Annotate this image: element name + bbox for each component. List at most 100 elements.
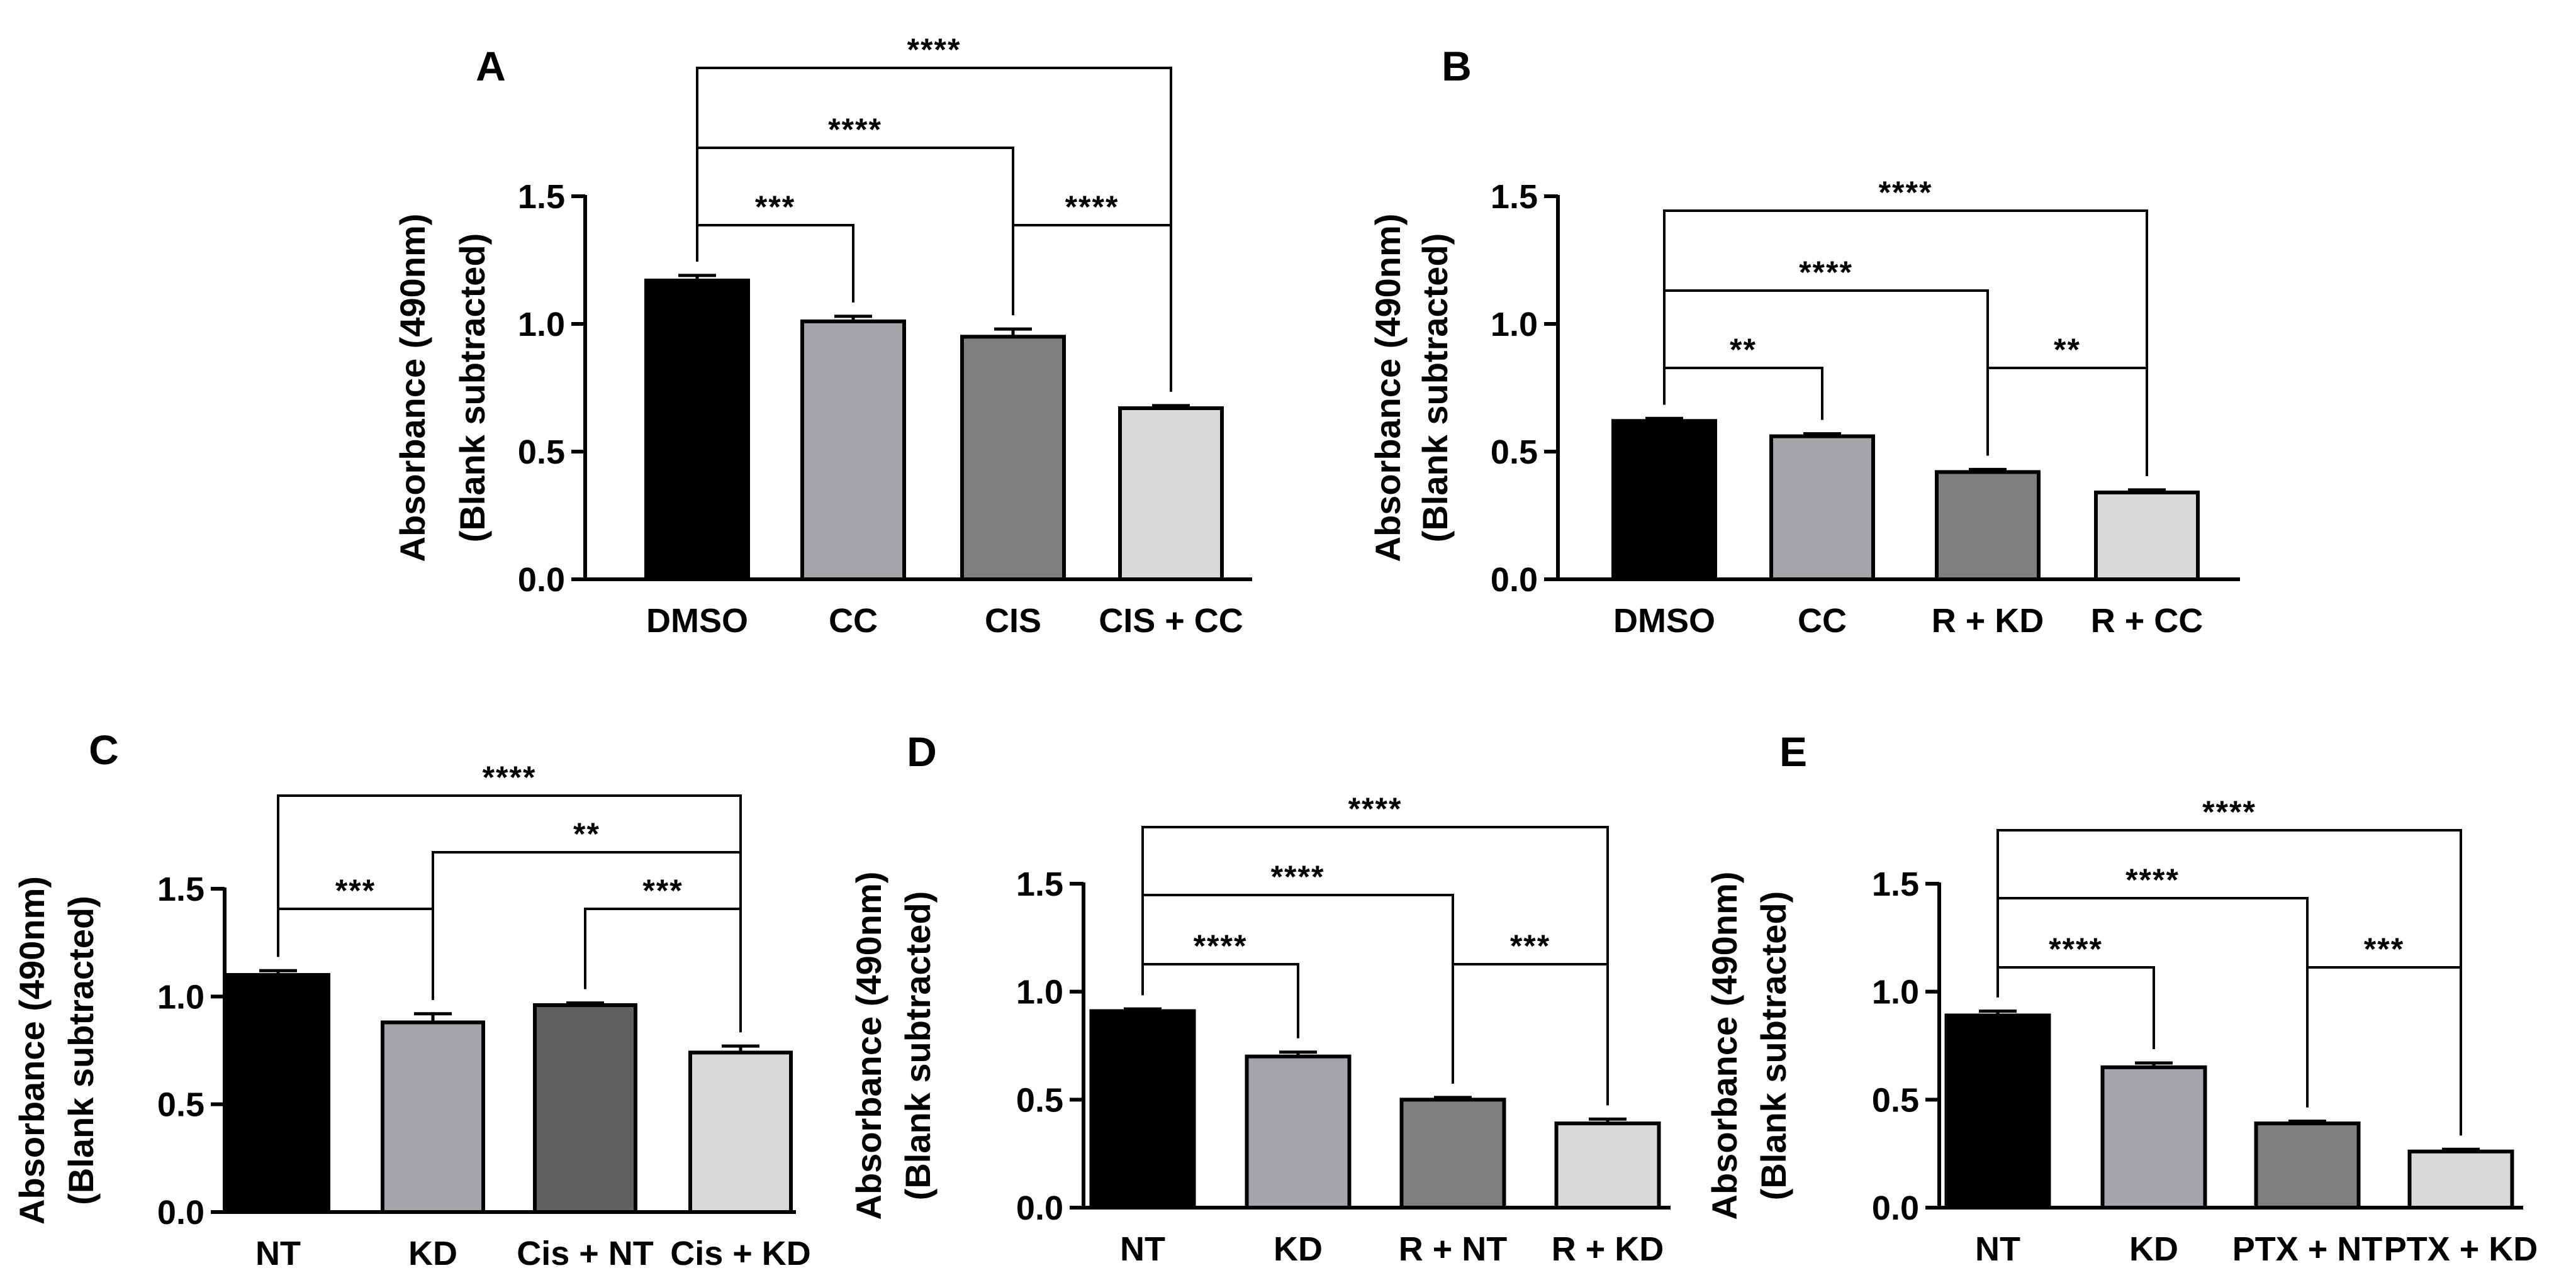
y-axis-title-line1: Absorbance (490nm)	[1705, 872, 1744, 1220]
x-category-label: CC	[1798, 602, 1847, 640]
significance-label: ***	[642, 873, 683, 908]
significance-label: ****	[1194, 928, 1248, 964]
bracket-line	[1141, 826, 1609, 1106]
y-tick-label: 1.0	[157, 978, 204, 1016]
panel-letter: E	[1779, 728, 1807, 775]
x-category-label: Cis + NT	[517, 1235, 654, 1272]
significance-bracket: **	[432, 816, 742, 1033]
bar-2	[1769, 434, 1875, 582]
bar-4	[2094, 490, 2200, 582]
y-tick-label: 1.5	[1016, 865, 1063, 903]
x-category-label: CIS + CC	[1099, 602, 1243, 640]
x-category-label: R + NT	[1399, 1230, 1508, 1268]
y-tick-label: 0.5	[157, 1086, 204, 1124]
bar-4	[1554, 1121, 1661, 1210]
bar-2	[1245, 1054, 1352, 1210]
significance-label: ****	[1879, 175, 1933, 210]
x-category-label: DMSO	[1613, 602, 1715, 640]
y-tick-label: 1.5	[157, 871, 204, 908]
y-axis-title-line1: Absorbance (490nm)	[12, 876, 52, 1225]
y-axis-title-line1: Absorbance (490nm)	[393, 214, 432, 562]
significance-bracket: ****	[1141, 928, 1299, 1038]
significance-label: ***	[335, 873, 376, 908]
x-category-label: DMSO	[646, 602, 748, 640]
x-category-label: CC	[829, 602, 878, 640]
x-category-label: PTX + KD	[2384, 1230, 2538, 1268]
y-axis-title: Absorbance (490nm) (Blank subtracted)	[1368, 214, 1455, 562]
y-axis-title: Absorbance (490nm) (Blank subtracted)	[12, 876, 101, 1225]
panel-e: E Absorbance (490nm) (Blank subtracted) 0.0…	[1705, 728, 2538, 1268]
y-tick-label: 0.0	[518, 561, 565, 599]
bar-1	[1611, 419, 1717, 582]
bracket-line	[1663, 367, 1823, 420]
y-tick-label: 1.0	[518, 306, 565, 343]
bar-1	[226, 973, 330, 1214]
x-category-label: CIS	[985, 602, 1041, 640]
bar-3	[533, 1003, 637, 1215]
y-tick-label: 0.5	[1491, 433, 1538, 471]
x-category-label: R + KD	[1552, 1230, 1664, 1268]
significance-label: ****	[2202, 794, 2256, 830]
y-tick-label: 0.0	[1491, 561, 1538, 599]
panel-a: A Absorbance (490nm) (Blank subtracted) 0.0…	[393, 32, 1252, 640]
bracket-line	[2306, 966, 2462, 1136]
significance-label: ****	[2125, 862, 2180, 898]
y-tick-label: 0.0	[1016, 1189, 1063, 1227]
significance-bracket: ***	[2306, 932, 2462, 1136]
y-axis-title: Absorbance (490nm) (Blank subtracted)	[1705, 872, 1793, 1220]
bracket-line	[1663, 209, 2148, 476]
bar-1	[1089, 1009, 1196, 1210]
y-tick-label: 0.0	[1872, 1189, 1919, 1227]
panel-b: B Absorbance (490nm) (Blank subtracted) 0.0…	[1368, 43, 2240, 640]
significance-label: **	[1730, 332, 1757, 367]
significance-bracket: ****	[277, 760, 742, 1033]
x-category-label: NT	[1975, 1230, 2020, 1268]
y-tick-label: 0.5	[1872, 1081, 1919, 1119]
bar-2	[381, 1020, 485, 1215]
y-axis-title: Absorbance (490nm) (Blank subtracted)	[393, 214, 492, 562]
x-category-label: PTX + NT	[2232, 1230, 2383, 1268]
bracket-line	[1996, 829, 2462, 1136]
significance-bracket: **	[1663, 332, 1823, 420]
significance-label: ****	[1065, 189, 1119, 225]
significance-bracket: ****	[1141, 791, 1609, 1106]
panel-c: C Absorbance (490nm) (Blank subtracted) 0.0…	[12, 726, 811, 1272]
y-tick-label: 0.5	[1016, 1081, 1063, 1119]
y-axis-title-line2: (Blank subtracted)	[452, 233, 492, 543]
bracket-line	[277, 794, 742, 1033]
panel-letter: D	[907, 728, 937, 775]
x-category-label: Cis + KD	[670, 1235, 811, 1272]
significance-bracket: ***	[1452, 928, 1609, 1106]
significance-label: ***	[755, 189, 795, 225]
significance-label: ****	[1348, 791, 1403, 826]
significance-bracket: ** **	[1663, 175, 2148, 476]
x-category-label: NT	[1120, 1230, 1165, 1268]
bar-1	[644, 278, 750, 581]
x-category-label: KD	[408, 1235, 457, 1272]
bar-3	[1399, 1098, 1506, 1210]
bar-3	[2254, 1121, 2361, 1210]
bar-1	[1944, 1013, 2051, 1210]
significance-label: **	[573, 816, 600, 852]
y-axis-title-line1: Absorbance (490nm)	[849, 872, 888, 1220]
x-category-label: R + KD	[1932, 602, 2044, 640]
x-category-label: R + CC	[2091, 602, 2204, 640]
significance-label: **	[2054, 332, 2081, 367]
y-tick-label: 0.5	[518, 433, 565, 471]
y-axis-title: Absorbance (490nm) (Blank subtracted)	[849, 872, 938, 1220]
y-axis-title-line2: (Blank subtracted)	[1754, 891, 1793, 1201]
significance-bracket: **	[1986, 332, 2148, 476]
bracket-line	[696, 67, 1172, 392]
y-axis-title-line2: (Blank subtracted)	[1415, 233, 1455, 543]
panel-letter: C	[89, 726, 119, 773]
bar-3	[960, 335, 1066, 581]
bar-2	[800, 319, 906, 581]
bracket-line	[1986, 367, 2148, 476]
y-tick-label: 1.0	[1872, 974, 1919, 1011]
bracket-line	[1452, 963, 1609, 1106]
bar-4	[1118, 406, 1224, 581]
x-category-label: KD	[2129, 1230, 2178, 1268]
panel-d: D Absorbance (490nm) (Blank subtracted) 0.0…	[849, 728, 1671, 1268]
x-category-label: KD	[1274, 1230, 1323, 1268]
bar-4	[2407, 1149, 2514, 1210]
